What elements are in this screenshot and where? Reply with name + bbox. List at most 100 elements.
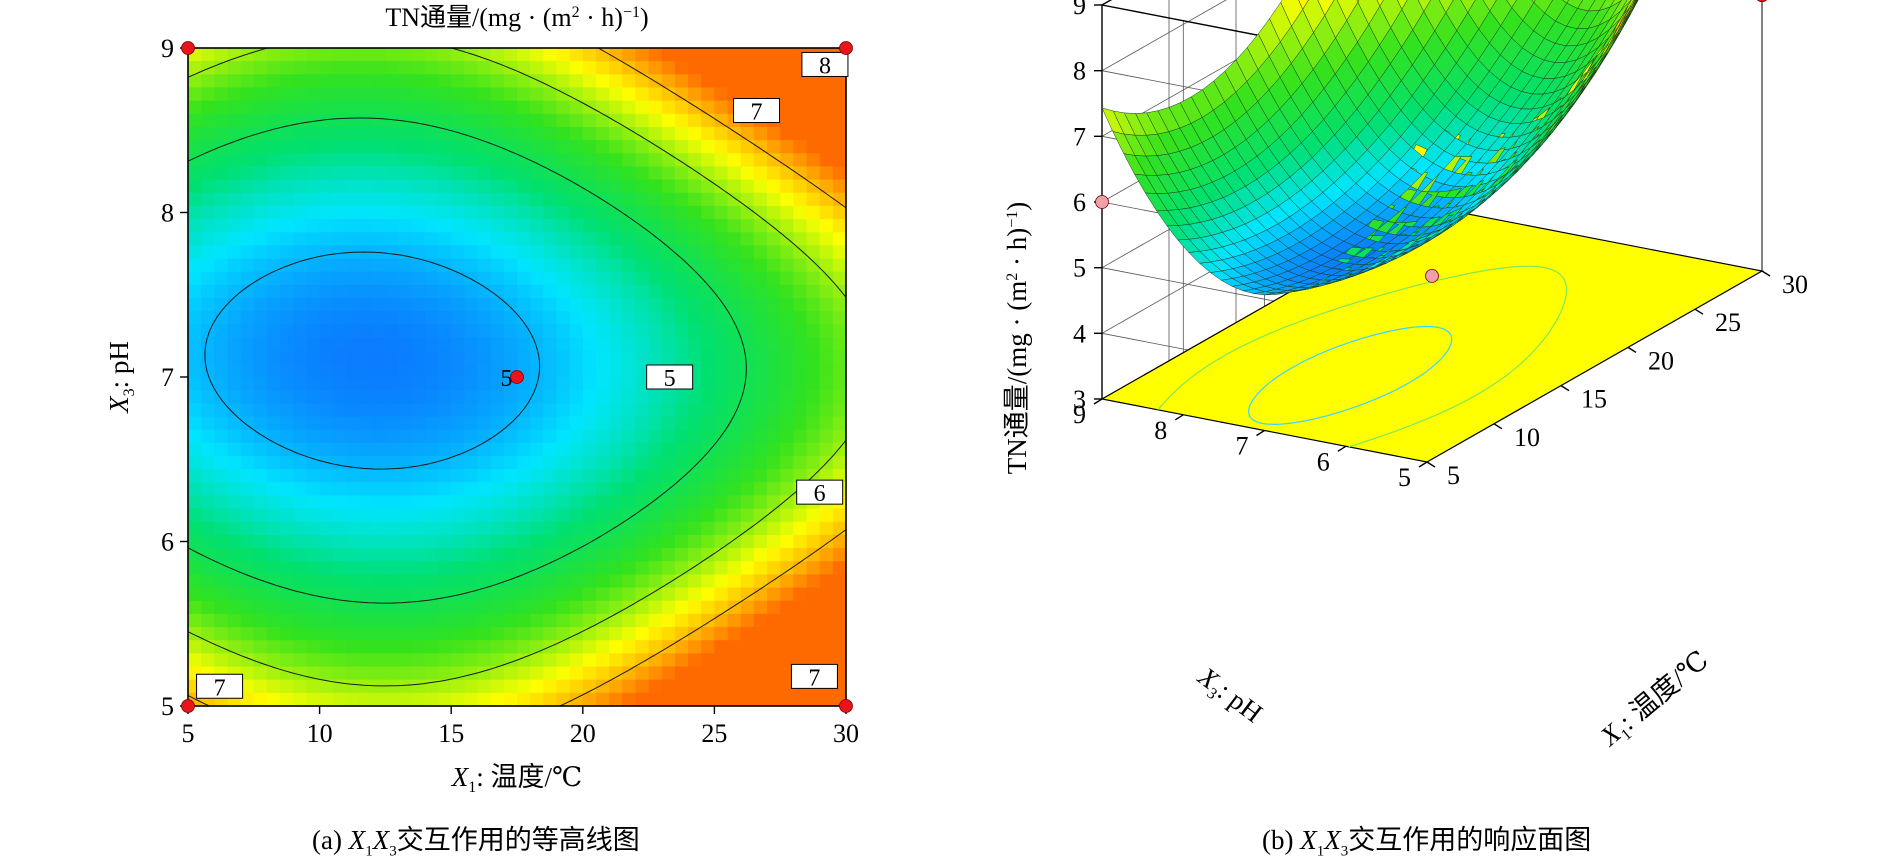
heatmap-cell xyxy=(688,469,702,483)
heatmap-cell xyxy=(543,469,558,483)
heatmap-cell xyxy=(793,311,808,325)
heatmap-cell xyxy=(819,429,834,444)
heatmap-cell xyxy=(359,153,373,168)
heatmap-cell xyxy=(569,271,584,286)
heatmap-cell xyxy=(332,403,347,418)
heatmap-cell xyxy=(227,640,242,654)
heatmap-cell xyxy=(740,153,755,168)
heatmap-cell xyxy=(806,179,821,194)
heatmap-cell xyxy=(280,508,294,523)
heatmap-cell xyxy=(306,469,321,483)
heatmap-cell xyxy=(780,337,794,352)
heatmap-cell xyxy=(477,337,492,352)
heatmap-cell xyxy=(582,429,597,444)
heatmap-cell xyxy=(188,337,202,352)
heatmap-cell xyxy=(253,363,268,378)
heatmap-cell xyxy=(240,298,255,312)
heatmap-cell xyxy=(293,205,308,220)
heatmap-cell xyxy=(293,482,308,497)
heatmap-cell xyxy=(398,666,413,681)
heatmap-cell xyxy=(517,61,531,75)
heatmap-cell xyxy=(569,298,584,312)
heatmap-cell xyxy=(464,390,479,404)
heatmap-cell xyxy=(819,416,834,431)
heatmap-cell xyxy=(832,653,846,668)
heatmap-cell xyxy=(240,126,255,141)
heatmap-cell xyxy=(832,100,846,115)
heatmap-cell xyxy=(714,74,729,89)
heatmap-cell xyxy=(832,245,846,260)
heatmap-cell xyxy=(517,219,531,233)
heatmap-cell xyxy=(280,324,294,339)
heatmap-cell xyxy=(266,534,281,549)
heatmap-cell xyxy=(819,350,834,365)
heatmap-cell xyxy=(648,521,663,536)
heatmap-cell xyxy=(806,284,821,299)
heatmap-cell xyxy=(280,205,294,220)
heatmap-cell xyxy=(767,363,781,378)
heatmap-cell xyxy=(464,613,479,628)
heatmap-cell xyxy=(701,140,715,154)
heatmap-cell xyxy=(609,363,623,378)
heatmap-cell xyxy=(451,100,465,115)
heatmap-cell xyxy=(661,179,676,194)
heatmap-cell xyxy=(372,627,386,641)
heatmap-cell xyxy=(319,442,334,457)
heatmap-cell xyxy=(674,653,689,668)
heatmap-cell xyxy=(806,521,821,536)
heatmap-cell xyxy=(701,337,715,352)
heatmap-cell xyxy=(503,534,518,549)
heatmap-cell xyxy=(385,600,400,615)
heatmap-cell xyxy=(609,692,623,706)
heatmap-cell xyxy=(688,153,702,168)
x-tick-mark xyxy=(1694,308,1704,315)
heatmap-cell xyxy=(240,534,255,549)
heatmap-cell xyxy=(345,692,360,706)
heatmap-cell xyxy=(714,140,729,154)
heatmap-cell xyxy=(661,219,676,233)
heatmap-cell xyxy=(819,363,834,378)
heatmap-cell xyxy=(806,311,821,325)
heatmap-cell xyxy=(688,587,702,602)
heatmap-cell xyxy=(227,587,242,602)
heatmap-cell xyxy=(674,179,689,194)
z-tick-label: 5 xyxy=(1073,254,1086,283)
heatmap-cell xyxy=(490,153,505,168)
heatmap-cell xyxy=(280,640,294,654)
heatmap-cell xyxy=(372,126,386,141)
heatmap-cell xyxy=(780,179,794,194)
heatmap-cell xyxy=(188,258,202,273)
heatmap-cell xyxy=(661,587,676,602)
heatmap-cell xyxy=(424,271,439,286)
heatmap-cell xyxy=(306,377,321,391)
heatmap-cell xyxy=(345,574,360,589)
heatmap-cell xyxy=(806,100,821,115)
heatmap-cell xyxy=(648,298,663,312)
heatmap-cell xyxy=(648,416,663,431)
heatmap-cell xyxy=(648,113,663,128)
heatmap-cell xyxy=(569,469,584,483)
heatmap-cell xyxy=(753,219,768,233)
heatmap-cell xyxy=(661,126,676,141)
heatmap-cell xyxy=(345,482,360,497)
heatmap-cell xyxy=(767,74,781,89)
heatmap-cell xyxy=(753,495,768,510)
heatmap-cell xyxy=(332,587,347,602)
heatmap-cell xyxy=(767,653,781,668)
heatmap-cell xyxy=(451,574,465,589)
heatmap-cell xyxy=(780,298,794,312)
z-tick-label: 7 xyxy=(1073,122,1086,151)
heatmap-cell xyxy=(714,574,729,589)
heatmap-cell xyxy=(793,574,808,589)
heatmap-cell xyxy=(424,613,439,628)
heatmap-cell xyxy=(793,561,808,575)
heatmap-cell xyxy=(438,495,452,510)
heatmap-cell xyxy=(214,74,229,89)
y-tick-label: 8 xyxy=(161,199,174,228)
heatmap-cell xyxy=(701,469,715,483)
heatmap-cell xyxy=(832,508,846,523)
heatmap-cell xyxy=(635,561,650,575)
heatmap-cell xyxy=(280,600,294,615)
caption-b-text: 交互作用的响应面图 xyxy=(1348,825,1592,855)
heatmap-cell xyxy=(740,324,755,339)
